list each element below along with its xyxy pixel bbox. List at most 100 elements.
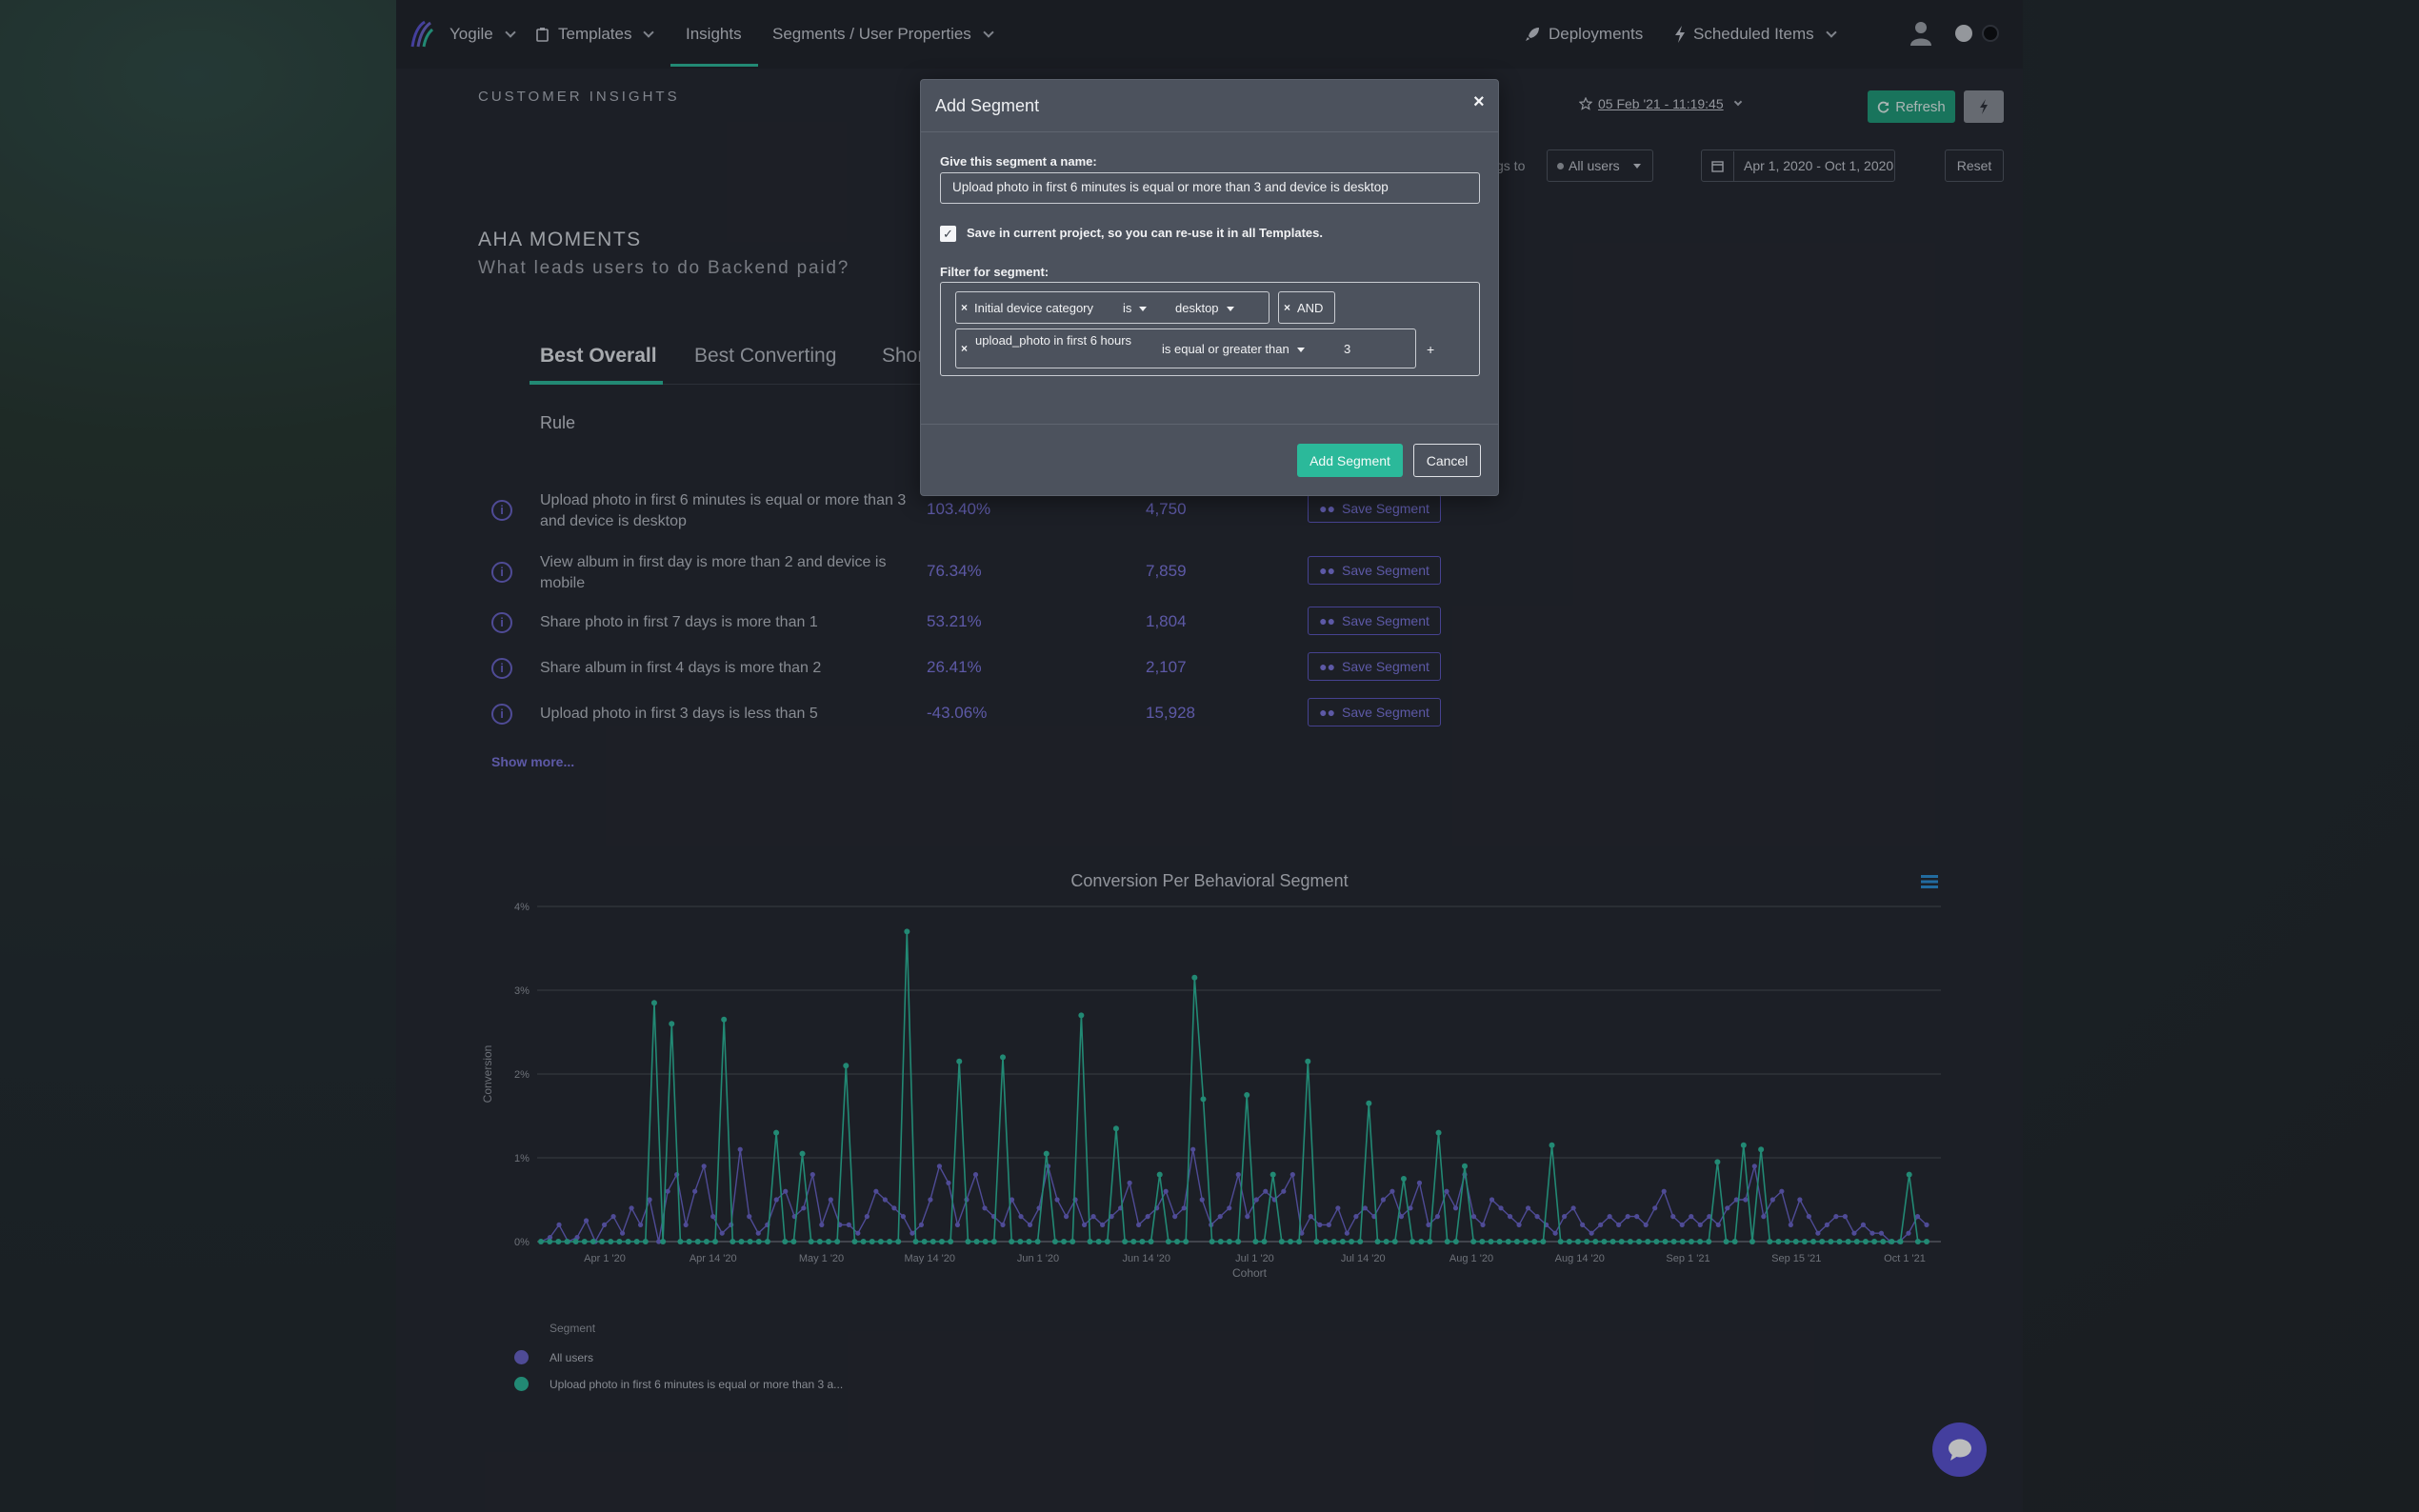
- data-point-all-users: [1063, 1214, 1070, 1220]
- refresh-button[interactable]: Refresh: [1868, 90, 1955, 123]
- audience-select[interactable]: All users: [1547, 149, 1653, 182]
- date-range-picker[interactable]: Apr 1, 2020 - Oct 1, 2020: [1701, 149, 1895, 182]
- filter-operator-select[interactable]: is: [1123, 301, 1148, 315]
- data-point-all-users: [1235, 1172, 1241, 1178]
- data-point-all-users: [1779, 1188, 1785, 1194]
- add-segment-button[interactable]: Add Segment: [1297, 444, 1403, 477]
- data-point-segment: [1400, 1176, 1407, 1182]
- remove-filter-icon[interactable]: ×: [961, 301, 969, 314]
- filter-chip-device: × Initial device category is desktop: [955, 291, 1269, 324]
- data-point-segment: [1209, 1239, 1215, 1244]
- filter-value-select[interactable]: desktop: [1175, 301, 1234, 315]
- remove-filter-icon[interactable]: ×: [961, 342, 969, 355]
- info-icon[interactable]: i: [491, 612, 512, 633]
- save-segment-button[interactable]: ●● Save Segment: [1308, 652, 1441, 681]
- data-point-segment: [677, 1239, 684, 1244]
- add-filter-button[interactable]: +: [1427, 342, 1435, 357]
- data-point-segment: [1792, 1239, 1799, 1244]
- save-segment-button[interactable]: ●● Save Segment: [1308, 698, 1441, 726]
- data-point-all-users: [710, 1214, 716, 1220]
- tab-shortest[interactable]: Shor: [882, 345, 925, 367]
- remove-operator-icon[interactable]: ×: [1284, 301, 1291, 314]
- info-icon[interactable]: i: [491, 658, 512, 679]
- data-point-segment: [1679, 1239, 1686, 1244]
- info-icon[interactable]: i: [491, 704, 512, 725]
- data-point-segment: [965, 1239, 971, 1244]
- data-point-segment: [851, 1239, 858, 1244]
- tab-best-converting[interactable]: Best Converting: [694, 345, 837, 367]
- data-point-segment: [1034, 1239, 1041, 1244]
- nav-scheduled[interactable]: Scheduled Items: [1674, 0, 1837, 69]
- rocket-icon: [1526, 28, 1539, 41]
- data-point-all-users: [1733, 1197, 1739, 1203]
- tab-best-overall[interactable]: Best Overall: [540, 345, 657, 367]
- data-point-all-users: [610, 1214, 616, 1220]
- data-point-all-users: [819, 1222, 825, 1227]
- legend-item-segment[interactable]: Upload photo in first 6 minutes is equal…: [514, 1377, 843, 1391]
- and-operator-chip[interactable]: × AND: [1278, 291, 1335, 324]
- modal-header: Add Segment ×: [921, 80, 1498, 132]
- chat-button[interactable]: [1932, 1422, 1987, 1477]
- save-segment-button[interactable]: ●● Save Segment: [1308, 607, 1441, 635]
- reset-button[interactable]: Reset: [1945, 149, 2004, 182]
- data-point-segment: [921, 1239, 928, 1244]
- data-point-all-users: [1525, 1205, 1531, 1211]
- calendar-icon: [1702, 150, 1734, 181]
- cancel-button[interactable]: Cancel: [1413, 444, 1481, 477]
- save-project-checkbox[interactable]: ✓: [940, 226, 956, 242]
- chart-menu-icon[interactable]: [1921, 874, 1938, 889]
- filter-value-input[interactable]: 3: [1344, 342, 1351, 356]
- dark-theme-toggle[interactable]: [1982, 25, 1999, 42]
- legend-item-all-users[interactable]: All users: [514, 1350, 593, 1364]
- data-point-all-users: [1634, 1214, 1640, 1220]
- data-point-all-users: [1434, 1214, 1441, 1220]
- data-point-all-users: [1570, 1205, 1576, 1211]
- data-point-segment: [1775, 1239, 1782, 1244]
- info-icon[interactable]: i: [491, 500, 512, 521]
- rule-text: Share photo in first 7 days is more than…: [540, 614, 818, 630]
- data-point-segment: [990, 1239, 997, 1244]
- data-point-all-users: [954, 1222, 961, 1227]
- filter-chip-upload: × upload_photo in first 6 hours is equal…: [955, 328, 1416, 368]
- data-point-all-users: [1398, 1214, 1405, 1220]
- info-icon[interactable]: i: [491, 562, 512, 583]
- nav-templates[interactable]: Templates: [535, 0, 655, 69]
- segment-name-input[interactable]: Upload photo in first 6 minutes is equal…: [940, 172, 1480, 204]
- date-range-value: Apr 1, 2020 - Oct 1, 2020: [1744, 158, 1894, 173]
- data-point-all-users: [556, 1222, 562, 1227]
- data-point-segment: [1070, 1239, 1076, 1244]
- data-point-all-users: [1009, 1197, 1015, 1203]
- y-tick-label: 1%: [514, 1153, 530, 1164]
- nav-insights[interactable]: Insights: [686, 0, 742, 69]
- data-point-segment: [948, 1239, 954, 1244]
- user-avatar-icon[interactable]: [1910, 21, 1931, 46]
- light-theme-toggle[interactable]: [1955, 25, 1972, 42]
- data-point-segment: [1418, 1239, 1425, 1244]
- filter-operator-select[interactable]: is equal or greater than: [1162, 342, 1305, 356]
- timestamp-selector[interactable]: 05 Feb '21 - 11:19:45: [1579, 96, 1742, 111]
- show-more-link[interactable]: Show more...: [491, 754, 575, 769]
- data-point-segment: [773, 1129, 780, 1136]
- close-icon[interactable]: ×: [1473, 91, 1485, 112]
- nav-deployments[interactable]: Deployments: [1524, 0, 1643, 69]
- modal-title: Add Segment: [935, 96, 1040, 115]
- data-point-segment: [1261, 1239, 1268, 1244]
- data-point-all-users: [928, 1197, 933, 1203]
- data-point-segment: [1549, 1142, 1555, 1148]
- data-point-all-users: [1199, 1197, 1205, 1203]
- y-tick-label: 0%: [514, 1237, 530, 1248]
- data-point-segment: [1845, 1239, 1851, 1244]
- nav-segments[interactable]: Segments / User Properties: [772, 0, 994, 69]
- chart-title: Conversion Per Behavioral Segment: [1070, 871, 1349, 890]
- brand-menu[interactable]: Yogile: [410, 0, 516, 69]
- data-point-all-users: [1860, 1222, 1867, 1227]
- data-point-segment: [1017, 1239, 1024, 1244]
- table-row: i Upload photo in first 3 days is less t…: [396, 698, 1539, 742]
- x-tick-label: Apr 14 '20: [690, 1253, 737, 1264]
- quick-action-button[interactable]: [1964, 90, 2004, 123]
- active-tab-underline: [530, 381, 663, 385]
- data-point-segment: [799, 1150, 806, 1157]
- data-point-segment: [1148, 1239, 1154, 1244]
- save-segment-button[interactable]: ●● Save Segment: [1308, 556, 1441, 585]
- data-point-all-users: [683, 1222, 689, 1227]
